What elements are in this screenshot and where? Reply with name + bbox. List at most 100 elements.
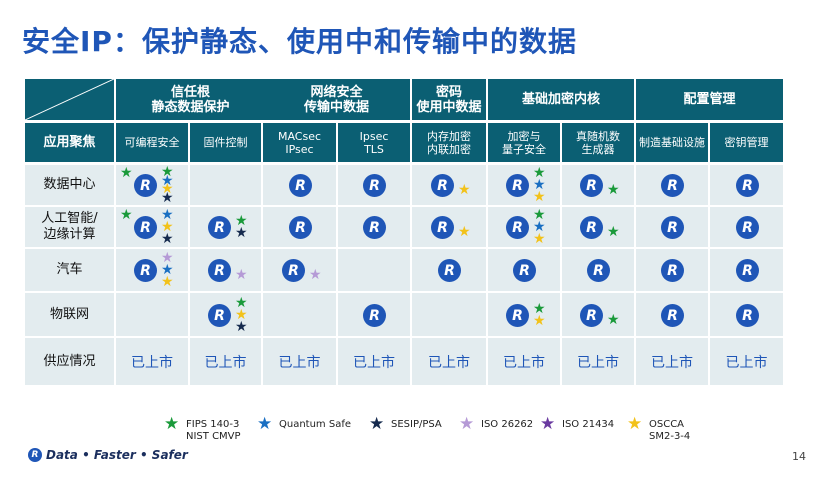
matrix-cell: R ★ — [412, 165, 486, 205]
star-icon: ★ — [161, 181, 174, 197]
row-label: 供应情况 — [25, 338, 114, 385]
rambus-logo-icon: R — [580, 174, 603, 197]
row-label: 汽车 — [25, 249, 114, 291]
row-header: 应用聚焦 — [25, 123, 114, 162]
matrix-cell: R ★ ★ ★ — [488, 207, 560, 247]
rambus-logo-icon: R — [736, 259, 759, 282]
group-header: 网络安全 传输中数据 — [263, 79, 410, 120]
row-label: 数据中心 — [25, 165, 114, 205]
rambus-logo-icon: R — [431, 216, 454, 239]
matrix-cell: R — [710, 249, 783, 291]
star-icon: ★ — [120, 165, 133, 181]
matrix-cell: R ★ — [263, 249, 336, 291]
legend-label: FIPS 140-3 NIST CMVP — [186, 419, 241, 442]
matrix-cell — [338, 249, 410, 291]
matrix-cell: R ★ — [412, 207, 486, 247]
legend-star-icon: ★ — [164, 414, 180, 434]
matrix-cell: R — [710, 207, 783, 247]
column-header: 密钥管理 — [710, 123, 783, 162]
star-icon: ★ — [533, 189, 546, 205]
legend-label: Quantum Safe — [279, 419, 352, 430]
rambus-logo-icon: R — [282, 259, 305, 282]
rambus-logo-icon: R — [134, 216, 157, 239]
matrix-cell — [263, 293, 336, 336]
legend-label: OSCCA SM2-3-4 — [649, 419, 691, 442]
legend-label: ISO 26262 — [481, 419, 534, 430]
matrix-cell: R — [338, 165, 410, 205]
column-header: MACsec IPsec — [263, 123, 336, 162]
matrix-cell: R — [488, 249, 560, 291]
rambus-logo-icon: R — [208, 216, 231, 239]
matrix-cell — [412, 293, 486, 336]
matrix-cell: R — [636, 249, 708, 291]
star-icon: ★ — [161, 173, 174, 189]
rambus-logo-icon: R — [289, 216, 312, 239]
row-label: 物联网 — [25, 293, 114, 336]
rambus-logo-icon: R — [513, 259, 536, 282]
matrix-cell: R — [562, 249, 634, 291]
corner-cell — [24, 78, 115, 121]
legend-star-icon: ★ — [257, 414, 273, 434]
star-icon: ★ — [161, 219, 174, 235]
legend-star-icon: ★ — [369, 414, 385, 434]
rambus-logo-icon: R — [587, 259, 610, 282]
matrix-cell: R ★ ★ — [488, 293, 560, 336]
footer-brand: Data • Faster • Safer — [46, 448, 188, 462]
matrix-cell: R — [338, 207, 410, 247]
rambus-logo-icon: R — [580, 304, 603, 327]
rambus-logo-icon: R — [506, 304, 529, 327]
rambus-logo-icon: R — [363, 216, 386, 239]
star-icon: ★ — [161, 207, 174, 223]
legend-star-icon: ★ — [540, 414, 556, 434]
matrix-cell: R ★ — [562, 293, 634, 336]
star-icon: ★ — [235, 295, 248, 311]
legend-star-icon: ★ — [627, 414, 643, 434]
matrix-cell: R — [412, 249, 486, 291]
matrix-cell: R — [636, 207, 708, 247]
rambus-logo-icon: R — [431, 174, 454, 197]
rambus-logo-icon: R — [208, 304, 231, 327]
star-icon: ★ — [161, 274, 174, 290]
supply-status: 已上市 — [263, 338, 336, 385]
supply-status: 已上市 — [190, 338, 261, 385]
star-icon: ★ — [607, 224, 620, 240]
column-header: 内存加密 内联加密 — [412, 123, 486, 162]
matrix-cell: R ★ ★ ★ — [488, 165, 560, 205]
legend-label: ISO 21434 — [562, 419, 615, 430]
matrix-cell — [190, 165, 261, 205]
rambus-logo-icon: R — [661, 259, 684, 282]
matrix-cell: R ★ ★ ★ ★ ★ — [116, 165, 188, 205]
matrix-cell: R ★ — [562, 165, 634, 205]
star-icon: ★ — [235, 307, 248, 323]
corner-diagonal — [24, 78, 115, 121]
supply-status: 已上市 — [710, 338, 783, 385]
supply-status: 已上市 — [412, 338, 486, 385]
rambus-logo-icon: R — [580, 216, 603, 239]
rambus-logo-icon: R — [289, 174, 312, 197]
rambus-logo-icon: R — [736, 304, 759, 327]
matrix-cell: R ★ ★ ★ — [190, 293, 261, 336]
matrix-cell: R ★ ★ ★ ★ — [116, 207, 188, 247]
star-icon: ★ — [161, 190, 174, 206]
column-header: Ipsec TLS — [338, 123, 410, 162]
column-header: 可编程安全 — [116, 123, 188, 162]
rambus-logo-icon: R — [506, 174, 529, 197]
group-header: 基础加密内核 — [488, 79, 634, 120]
supply-status: 已上市 — [562, 338, 634, 385]
rambus-logo-icon: R — [736, 174, 759, 197]
matrix-cell: R — [263, 165, 336, 205]
supply-status: 已上市 — [338, 338, 410, 385]
rambus-logo-icon: R — [134, 174, 157, 197]
page-number: 14 — [792, 450, 806, 463]
supply-status: 已上市 — [488, 338, 560, 385]
column-header: 真随机数 生成器 — [562, 123, 634, 162]
star-icon: ★ — [458, 182, 471, 198]
matrix-cell: R — [338, 293, 410, 336]
matrix-cell: R — [263, 207, 336, 247]
star-icon: ★ — [235, 213, 248, 229]
column-header: 固件控制 — [190, 123, 261, 162]
matrix-cell: R ★ ★ — [190, 207, 261, 247]
star-icon: ★ — [533, 313, 546, 329]
star-icon: ★ — [120, 207, 133, 223]
rambus-logo-icon: R — [134, 259, 157, 282]
